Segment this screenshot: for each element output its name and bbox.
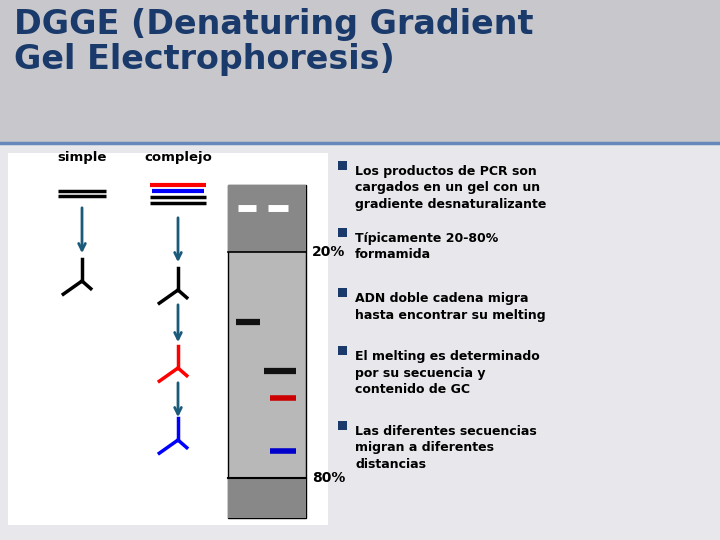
- Bar: [228, 185, 306, 252]
- Bar: [338, 161, 347, 170]
- Bar: [8, 153, 328, 525]
- Text: Los productos de PCR son
cargados en un gel con un
gradiente desnaturalizante: Los productos de PCR son cargados en un …: [355, 165, 546, 211]
- Text: Las diferentes secuencias
migran a diferentes
distancias: Las diferentes secuencias migran a difer…: [355, 425, 536, 471]
- Bar: [228, 478, 306, 518]
- Bar: [0, 0, 720, 143]
- Text: DGGE (Denaturing Gradient: DGGE (Denaturing Gradient: [14, 8, 534, 41]
- Bar: [228, 185, 306, 518]
- Bar: [338, 421, 347, 430]
- Text: 20%: 20%: [312, 245, 346, 259]
- Bar: [338, 346, 347, 355]
- Text: El melting es determinado
por su secuencia y
contenido de GC: El melting es determinado por su secuenc…: [355, 350, 540, 396]
- Text: ADN doble cadena migra
hasta encontrar su melting: ADN doble cadena migra hasta encontrar s…: [355, 292, 546, 321]
- Bar: [0, 143, 720, 540]
- Text: Gel Electrophoresis): Gel Electrophoresis): [14, 43, 395, 76]
- Text: simple: simple: [58, 151, 107, 164]
- Bar: [338, 288, 347, 297]
- Text: complejo: complejo: [144, 151, 212, 164]
- Text: 80%: 80%: [312, 471, 346, 485]
- Bar: [338, 228, 347, 237]
- Text: Típicamente 20-80%
formamida: Típicamente 20-80% formamida: [355, 232, 498, 261]
